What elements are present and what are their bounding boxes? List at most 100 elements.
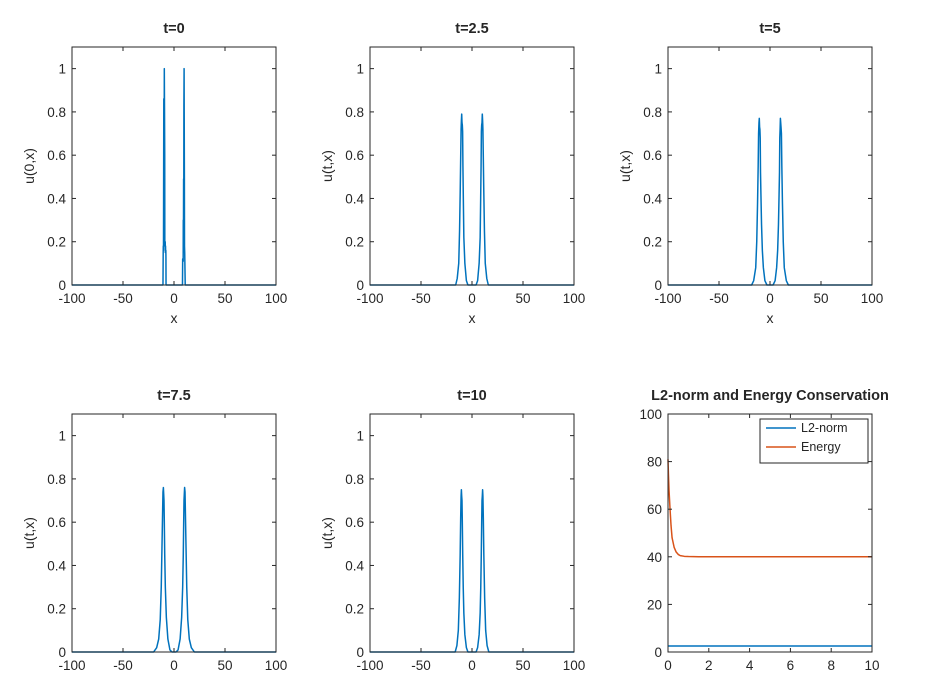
x-tick-label: 0	[170, 658, 178, 673]
x-tick-label: 50	[515, 291, 530, 306]
series-line-1	[72, 67, 276, 286]
subplot-title: L2-norm and Energy Conservation	[651, 388, 889, 404]
y-tick-label: 0	[654, 278, 662, 293]
x-tick-label: -50	[113, 291, 133, 306]
y-tick-label: 100	[639, 407, 662, 422]
legend-entry: Energy	[801, 440, 841, 454]
subplot-2: -100 -50 0 50 100 0 0.2 0.4 0.6 0.8 1 t=2.5 x u(t,x)	[319, 21, 585, 326]
x-tick-label: 50	[217, 291, 232, 306]
x-tick-label: 2	[705, 658, 713, 673]
x-tick-label: -50	[411, 291, 431, 306]
x-tick-label: 0	[766, 291, 774, 306]
y-tick-label: 0.6	[345, 148, 364, 163]
subplot-title: t=5	[759, 21, 780, 37]
x-tick-label: 6	[787, 658, 795, 673]
subplot-5: -100 -50 0 50 100 0 0.2 0.4 0.6 0.8 1 t=10 u(t,x)	[319, 388, 585, 673]
y-tick-label: 0.4	[47, 191, 66, 206]
x-tick-label: 0	[170, 291, 178, 306]
subplot-title: t=7.5	[157, 388, 190, 404]
x-tick-label: 100	[563, 658, 586, 673]
x-tick-label: 100	[265, 658, 288, 673]
y-tick-label: 0.6	[47, 148, 66, 163]
y-tick-label: 1	[58, 429, 66, 444]
x-tick-label: 100	[861, 291, 884, 306]
x-axis-label: x	[767, 310, 774, 326]
y-tick-label: 1	[58, 62, 66, 77]
subplot-title: t=0	[163, 21, 184, 37]
y-tick-label: 0.8	[47, 472, 66, 487]
y-tick-label: 0	[58, 278, 66, 293]
x-tick-label: 50	[813, 291, 828, 306]
x-tick-label: -50	[113, 658, 133, 673]
y-tick-label: 0.2	[345, 235, 364, 250]
y-tick-label: 0.8	[345, 472, 364, 487]
x-tick-label: 0	[468, 658, 476, 673]
axes-frame	[71, 413, 277, 653]
y-tick-label: 0	[356, 278, 364, 293]
y-tick-label: 1	[654, 62, 662, 77]
y-tick-label: 0	[58, 645, 66, 660]
x-tick-label: 8	[827, 658, 835, 673]
legend: L2-norm Energy	[759, 418, 869, 464]
x-tick-label: 100	[563, 291, 586, 306]
axes-frame	[369, 413, 575, 653]
y-axis-label: u(0,x)	[21, 148, 37, 184]
subplot-4: -100 -50 0 50 100 0 0.2 0.4 0.6 0.8 1 t=7.5 u(t,x)	[21, 388, 287, 673]
subplot-1: -100 -50 0 50 100 0 0.2 0.4 0.6 0.8 1 t=0 x u(0,x)	[21, 21, 287, 326]
y-tick-label: 0.2	[643, 235, 662, 250]
series-line-1	[668, 117, 872, 286]
series-line-1	[72, 486, 276, 653]
y-tick-label: 20	[647, 597, 662, 612]
x-tick-label: -50	[411, 658, 431, 673]
y-tick-label: 1	[356, 429, 364, 444]
axes-frame	[71, 46, 277, 286]
series-line-1	[370, 113, 574, 286]
y-axis-label: u(t,x)	[319, 517, 335, 549]
y-tick-label: 0.6	[345, 515, 364, 530]
y-tick-label: 0.2	[345, 602, 364, 617]
x-tick-label: 50	[217, 658, 232, 673]
y-tick-label: 0.4	[643, 191, 662, 206]
y-tick-label: 0.8	[643, 105, 662, 120]
x-tick-label: -100	[356, 658, 383, 673]
y-tick-label: 0.2	[47, 235, 66, 250]
y-axis-label: u(t,x)	[319, 150, 335, 182]
y-axis-label: u(t,x)	[617, 150, 633, 182]
x-axis-label: x	[171, 310, 178, 326]
y-tick-label: 80	[647, 455, 662, 470]
series-line-1	[370, 488, 574, 653]
x-tick-label: -100	[654, 291, 681, 306]
y-axis-label: u(t,x)	[21, 517, 37, 549]
x-tick-label: 0	[468, 291, 476, 306]
y-tick-label: 0.4	[345, 191, 364, 206]
y-tick-label: 0.4	[47, 558, 66, 573]
x-tick-label: 50	[515, 658, 530, 673]
y-tick-label: 40	[647, 550, 662, 565]
subplot-3: -100 -50 0 50 100 0 0.2 0.4 0.6 0.8 1 t=5 x u(t,x)	[617, 21, 883, 326]
axes-frame	[369, 46, 575, 286]
y-tick-label: 0.8	[47, 105, 66, 120]
y-tick-label: 0.8	[345, 105, 364, 120]
x-tick-label: 0	[664, 658, 672, 673]
y-tick-label: 0.6	[47, 515, 66, 530]
x-tick-label: -100	[58, 291, 85, 306]
x-tick-label: -100	[356, 291, 383, 306]
y-tick-label: 0.6	[643, 148, 662, 163]
x-tick-label: -50	[709, 291, 729, 306]
legend-box	[759, 418, 869, 464]
x-tick-label: 4	[746, 658, 754, 673]
x-axis-label: x	[469, 310, 476, 326]
y-tick-label: 0.4	[345, 558, 364, 573]
x-tick-label: -100	[58, 658, 85, 673]
subplot-title: t=2.5	[455, 21, 488, 37]
series-line-energy	[667, 459, 872, 558]
y-tick-label: 0.2	[47, 602, 66, 617]
y-tick-label: 0	[356, 645, 364, 660]
y-tick-label: 60	[647, 502, 662, 517]
axes-frame	[667, 413, 873, 653]
axes-frame	[667, 46, 873, 286]
y-tick-label: 1	[356, 62, 364, 77]
x-tick-label: 100	[265, 291, 288, 306]
